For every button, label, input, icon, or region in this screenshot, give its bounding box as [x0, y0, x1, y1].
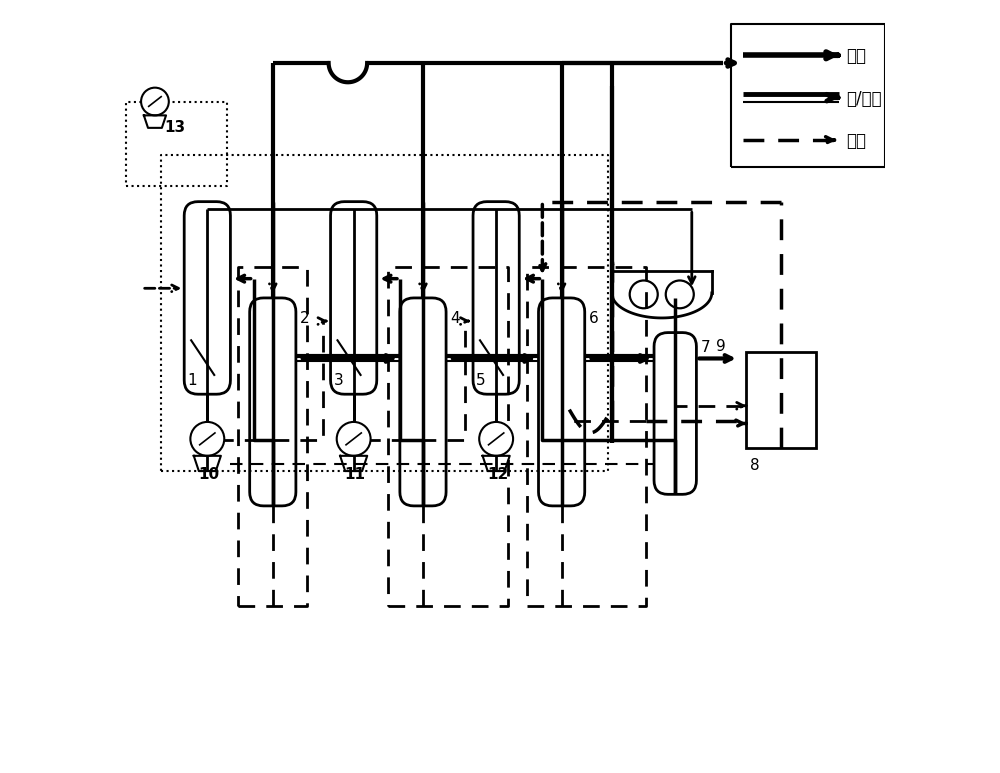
Text: 6: 6 [589, 311, 598, 326]
Text: 1: 1 [187, 373, 197, 388]
Polygon shape [483, 456, 510, 471]
Text: 汽/液相: 汽/液相 [847, 90, 882, 107]
FancyBboxPatch shape [250, 298, 296, 506]
FancyBboxPatch shape [400, 298, 446, 506]
Polygon shape [144, 115, 166, 128]
FancyBboxPatch shape [473, 202, 519, 394]
Bar [746, 352, 816, 448]
Polygon shape [194, 456, 221, 471]
Text: 汽相: 汽相 [847, 47, 867, 66]
Text: 9: 9 [716, 339, 725, 355]
Text: 4: 4 [450, 311, 460, 326]
Text: 13: 13 [164, 121, 185, 135]
Text: 5: 5 [476, 373, 486, 388]
Circle shape [479, 422, 513, 456]
Text: 10: 10 [198, 467, 219, 482]
Circle shape [190, 422, 224, 456]
Circle shape [141, 87, 169, 115]
Text: 3: 3 [334, 373, 343, 388]
FancyBboxPatch shape [654, 332, 696, 494]
FancyBboxPatch shape [539, 298, 585, 506]
Text: 2: 2 [300, 311, 309, 326]
Circle shape [337, 422, 371, 456]
FancyBboxPatch shape [331, 202, 377, 394]
FancyBboxPatch shape [184, 202, 230, 394]
Text: 8: 8 [750, 458, 760, 472]
Polygon shape [340, 456, 367, 471]
Text: 12: 12 [487, 467, 508, 482]
Text: 液相: 液相 [847, 132, 867, 150]
Text: 11: 11 [344, 467, 365, 482]
Text: 7: 7 [700, 340, 710, 355]
